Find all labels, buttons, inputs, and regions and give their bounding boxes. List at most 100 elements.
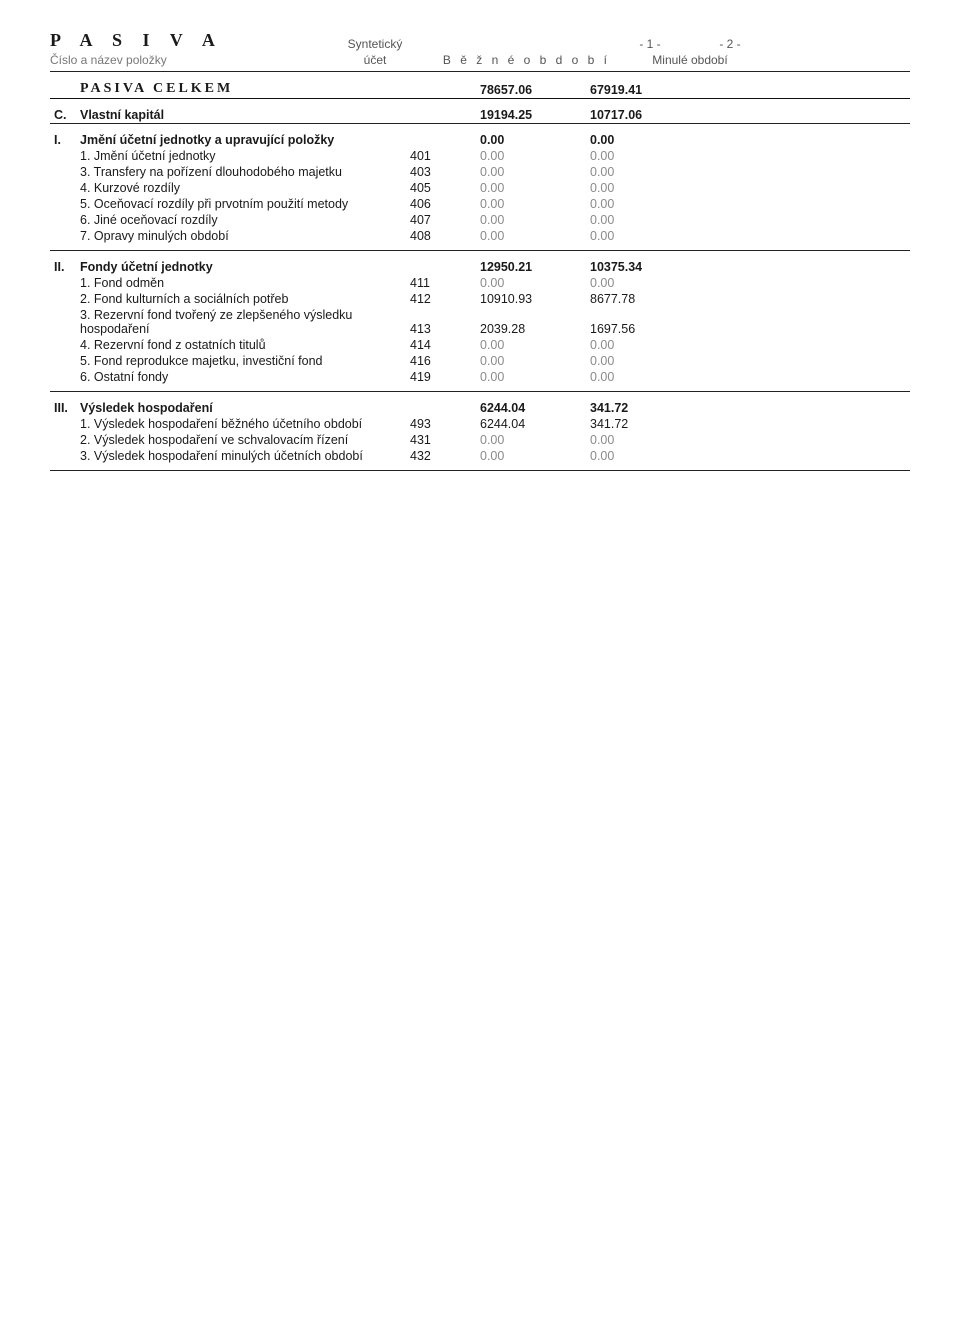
- row-v1: 0.00: [476, 337, 586, 353]
- table-row: 5. Oceňovací rozdíly při prvotním použit…: [50, 196, 910, 212]
- group-iii-v1: 6244.04: [476, 400, 586, 416]
- row-v1: 0.00: [476, 180, 586, 196]
- row-group-i-header: I. Jmění účetní jednotky a upravující po…: [50, 132, 910, 148]
- table-row: 3. Rezervní fond tvořený ze zlepšeného v…: [50, 307, 910, 337]
- table-row: 4. Kurzové rozdíly4050.000.00: [50, 180, 910, 196]
- row-name: 6. Jiné oceňovací rozdíly: [76, 212, 406, 228]
- row-v1: 0.00: [476, 164, 586, 180]
- row-name: 4. Kurzové rozdíly: [76, 180, 406, 196]
- row-v1: 0.00: [476, 275, 586, 291]
- row-v2: 0.00: [586, 180, 696, 196]
- row-acct: 406: [406, 196, 476, 212]
- period-current-label: B ě ž n é o b d o b í: [430, 53, 610, 67]
- row-v2: 0.00: [586, 337, 696, 353]
- row-acct: 419: [406, 369, 476, 385]
- row-acct: 403: [406, 164, 476, 180]
- row-name: 2. Výsledek hospodaření ve schvalovacím …: [76, 432, 406, 448]
- row-v1: 0.00: [476, 148, 586, 164]
- group-ii-v1: 12950.21: [476, 259, 586, 275]
- group-ii-label: Fondy účetní jednotky: [76, 259, 406, 275]
- group-i-label: Jmění účetní jednotky a upravující polož…: [76, 132, 406, 148]
- group-i-v2: 0.00: [586, 132, 696, 148]
- row-v2: 8677.78: [586, 291, 696, 307]
- financial-table: PASIVA CELKEM 78657.06 67919.41 C. Vlast…: [50, 72, 910, 471]
- table-row: 3. Transfery na pořízení dlouhodobého ma…: [50, 164, 910, 180]
- period-prior-label: Minulé období: [610, 53, 770, 67]
- total-v2: 67919.41: [586, 80, 696, 99]
- section-c-label: Vlastní kapitál: [76, 107, 406, 124]
- table-row: 2. Fond kulturních a sociálních potřeb41…: [50, 291, 910, 307]
- row-name: 5. Oceňovací rozdíly při prvotním použit…: [76, 196, 406, 212]
- row-acct: 493: [406, 416, 476, 432]
- row-name: 3. Rezervní fond tvořený ze zlepšeného v…: [76, 307, 406, 337]
- row-v1: 6244.04: [476, 416, 586, 432]
- row-v2: 0.00: [586, 212, 696, 228]
- period-2-num: - 2 -: [690, 37, 770, 51]
- row-v1: 0.00: [476, 353, 586, 369]
- row-v1: 0.00: [476, 228, 586, 244]
- row-name: 5. Fond reprodukce majetku, investiční f…: [76, 353, 406, 369]
- row-group-iii-header: III. Výsledek hospodaření 6244.04 341.72: [50, 400, 910, 416]
- row-acct: 405: [406, 180, 476, 196]
- row-acct: 416: [406, 353, 476, 369]
- row-name: 1. Jmění účetní jednotky: [76, 148, 406, 164]
- row-v1: 0.00: [476, 432, 586, 448]
- row-v2: 0.00: [586, 164, 696, 180]
- group-iii-v2: 341.72: [586, 400, 696, 416]
- total-v1: 78657.06: [476, 80, 586, 99]
- row-v2: 0.00: [586, 448, 696, 464]
- group-i-marker: I.: [50, 132, 76, 148]
- table-row: 5. Fond reprodukce majetku, investiční f…: [50, 353, 910, 369]
- row-group-ii-header: II. Fondy účetní jednotky 12950.21 10375…: [50, 259, 910, 275]
- table-row: 6. Ostatní fondy4190.000.00: [50, 369, 910, 385]
- row-v1: 0.00: [476, 369, 586, 385]
- table-row: 1. Jmění účetní jednotky4010.000.00: [50, 148, 910, 164]
- table-row: 1. Výsledek hospodaření běžného účetního…: [50, 416, 910, 432]
- period-1-num: - 1 -: [610, 37, 690, 51]
- table-row: 2. Výsledek hospodaření ve schvalovacím …: [50, 432, 910, 448]
- group-ii-v2: 10375.34: [586, 259, 696, 275]
- group-i-v1: 0.00: [476, 132, 586, 148]
- row-acct: 408: [406, 228, 476, 244]
- table-row: 7. Opravy minulých období4080.000.00: [50, 228, 910, 244]
- row-v2: 1697.56: [586, 307, 696, 337]
- row-v2: 341.72: [586, 416, 696, 432]
- row-acct: 407: [406, 212, 476, 228]
- doc-title: P A S I V A: [50, 30, 320, 51]
- row-section-c: C. Vlastní kapitál 19194.25 10717.06: [50, 107, 910, 124]
- row-v1: 0.00: [476, 212, 586, 228]
- table-row: 1. Fond odměn4110.000.00: [50, 275, 910, 291]
- section-c-marker: C.: [50, 107, 76, 124]
- row-name: 7. Opravy minulých období: [76, 228, 406, 244]
- row-name: 4. Rezervní fond z ostatních titulů: [76, 337, 406, 353]
- acct-header-2: účet: [320, 53, 430, 67]
- row-acct: 431: [406, 432, 476, 448]
- row-name: 3. Transfery na pořízení dlouhodobého ma…: [76, 164, 406, 180]
- row-total: PASIVA CELKEM 78657.06 67919.41: [50, 80, 910, 99]
- row-acct: 411: [406, 275, 476, 291]
- item-header: Číslo a název položky: [50, 53, 320, 67]
- row-acct: 412: [406, 291, 476, 307]
- row-acct: 401: [406, 148, 476, 164]
- row-v2: 0.00: [586, 432, 696, 448]
- table-row: 3. Výsledek hospodaření minulých účetníc…: [50, 448, 910, 464]
- row-name: 2. Fond kulturních a sociálních potřeb: [76, 291, 406, 307]
- page: P A S I V A Syntetický - 1 - - 2 - Číslo…: [0, 0, 960, 511]
- row-name: 1. Fond odměn: [76, 275, 406, 291]
- group-iii-label: Výsledek hospodaření: [76, 400, 406, 416]
- row-name: 6. Ostatní fondy: [76, 369, 406, 385]
- row-v1: 0.00: [476, 448, 586, 464]
- row-name: 3. Výsledek hospodaření minulých účetníc…: [76, 448, 406, 464]
- row-v1: 10910.93: [476, 291, 586, 307]
- row-v1: 0.00: [476, 196, 586, 212]
- row-name: 1. Výsledek hospodaření běžného účetního…: [76, 416, 406, 432]
- row-acct: 432: [406, 448, 476, 464]
- row-acct: 414: [406, 337, 476, 353]
- row-v2: 0.00: [586, 228, 696, 244]
- row-v1: 2039.28: [476, 307, 586, 337]
- row-v2: 0.00: [586, 275, 696, 291]
- acct-header-1: Syntetický: [320, 37, 430, 51]
- row-v2: 0.00: [586, 353, 696, 369]
- section-c-v2: 10717.06: [586, 107, 696, 124]
- table-row: 4. Rezervní fond z ostatních titulů4140.…: [50, 337, 910, 353]
